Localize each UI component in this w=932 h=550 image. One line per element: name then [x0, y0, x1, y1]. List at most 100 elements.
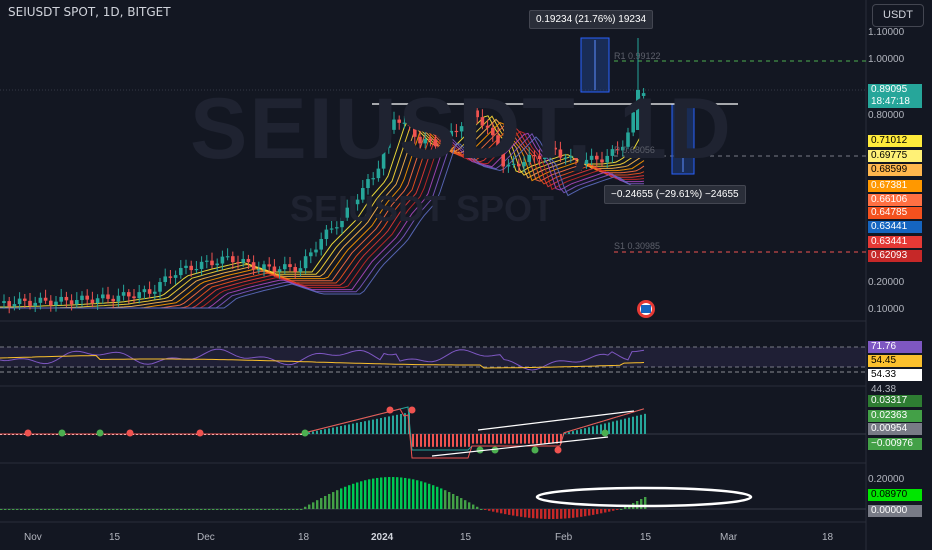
pivot-r1-label: R1 0.99122	[614, 51, 661, 61]
candle-body	[636, 90, 640, 130]
macd-histogram-bar	[456, 434, 458, 447]
candle-body	[600, 159, 604, 163]
momentum-bar	[484, 509, 487, 510]
candle-body	[28, 300, 32, 306]
momentum-bar	[188, 509, 191, 510]
momentum-bar	[296, 509, 299, 510]
momentum-bar	[328, 493, 331, 509]
currency-button[interactable]: USDT	[872, 4, 924, 27]
candle-body	[199, 261, 204, 269]
momentum-bar	[620, 509, 623, 510]
momentum-bar	[400, 477, 403, 509]
candle-body	[605, 155, 609, 163]
momentum-bar	[304, 506, 307, 509]
candle-body	[2, 301, 6, 303]
candle-body	[470, 110, 474, 116]
macd-histogram-bar	[628, 417, 630, 434]
candle-body	[501, 152, 505, 167]
candle-body	[309, 252, 313, 257]
momentum-bar	[644, 497, 647, 509]
macd-histogram-bar	[424, 434, 426, 447]
candle-body	[147, 289, 152, 294]
candle-body	[272, 266, 277, 272]
momentum-bar	[332, 492, 335, 509]
us-flag-icon[interactable]	[637, 300, 655, 318]
momentum-bar	[532, 509, 535, 519]
time-tick: 2024	[371, 532, 394, 543]
ma-value-badge: 0.67381	[868, 180, 922, 192]
candle-body	[54, 301, 58, 306]
candle-body	[12, 304, 17, 307]
candle-body	[371, 178, 375, 180]
time-tick: 18	[822, 532, 834, 543]
macd-histogram	[0, 412, 646, 447]
momentum-bar	[420, 481, 423, 509]
momentum-bar	[416, 480, 419, 509]
momentum-bar	[56, 509, 59, 510]
candle-body	[293, 267, 297, 272]
momentum-bar	[596, 509, 599, 515]
candle-body	[121, 292, 126, 296]
macd-signal-line	[0, 408, 645, 459]
momentum-bar	[176, 509, 179, 510]
momentum-bar	[424, 482, 427, 509]
momentum-bar	[232, 509, 235, 510]
momentum-bar	[200, 509, 203, 510]
macd-histogram-bar	[504, 434, 506, 444]
momentum-bar	[244, 509, 247, 510]
momentum-bar	[84, 509, 87, 510]
candle-body	[194, 268, 199, 271]
macd-histogram-bar	[368, 420, 370, 434]
ma-value-badge: 0.69775	[868, 150, 922, 162]
candle-body	[355, 199, 360, 205]
momentum-bar	[12, 509, 15, 510]
macd-histogram-bar	[464, 434, 466, 447]
candle-body	[38, 297, 43, 303]
price-tick: 0.20000	[868, 277, 905, 288]
momentum-bar	[384, 477, 387, 509]
candle-body	[106, 294, 110, 299]
macd-cross-dot	[408, 406, 416, 414]
momentum-bar	[500, 509, 503, 514]
candle-body	[17, 298, 22, 305]
momentum-bar	[364, 480, 367, 509]
macd-histogram-bar	[356, 422, 358, 434]
candle-body	[496, 135, 500, 153]
candle-body	[475, 110, 479, 118]
momentum-bar	[584, 509, 587, 517]
momentum-bar	[256, 509, 259, 510]
price-tick: 1.00000	[868, 54, 905, 65]
candle-body	[225, 256, 230, 258]
macd-histogram-bar	[428, 434, 430, 447]
momentum-bar	[524, 509, 527, 518]
macd-histogram-bar	[404, 413, 406, 434]
momentum-bar	[564, 509, 567, 519]
candle-body	[439, 146, 443, 148]
macd-cross-dot	[126, 429, 134, 437]
symbol-title[interactable]: SEIUSDT SPOT, 1D, BITGET	[8, 5, 171, 19]
momentum-bar	[604, 509, 607, 513]
macd-histogram-bar	[336, 426, 338, 434]
candle-body	[153, 291, 157, 294]
candle-body	[319, 239, 323, 250]
candle-body	[231, 256, 235, 263]
momentum-bar	[320, 498, 323, 509]
ma-ribbon	[0, 115, 645, 309]
macd-histogram-bar	[376, 418, 378, 434]
macd-histogram-bar	[524, 434, 526, 444]
candle-body	[428, 139, 433, 141]
momentum-bar	[204, 509, 207, 510]
momentum-bar	[408, 478, 411, 509]
macd-histogram-bar	[528, 434, 530, 444]
macd-histogram-bar	[488, 434, 490, 444]
candle-body	[303, 256, 308, 269]
momentum-bar	[388, 477, 391, 509]
macd-cross-dot	[96, 429, 104, 437]
momentum-bar	[268, 509, 271, 510]
momentum-bar	[324, 495, 327, 509]
candle-body	[257, 269, 261, 271]
candle-body	[215, 263, 219, 266]
time-tick: Dec	[197, 532, 215, 543]
momentum-bar	[440, 488, 443, 509]
